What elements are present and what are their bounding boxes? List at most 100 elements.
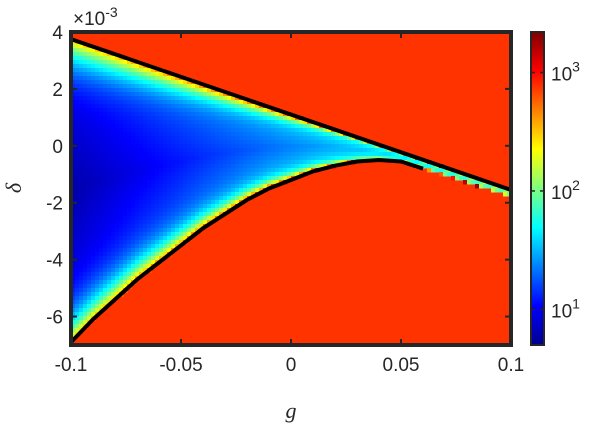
heatmap-cell bbox=[191, 96, 196, 101]
heatmap-cell bbox=[223, 168, 228, 173]
heatmap-cell bbox=[143, 72, 148, 77]
heatmap-cell bbox=[263, 176, 268, 181]
heatmap-cell bbox=[91, 260, 96, 265]
heatmap-cell bbox=[175, 200, 180, 205]
heatmap-cell bbox=[159, 76, 164, 81]
heatmap-cell bbox=[287, 144, 292, 149]
heatmap-cell bbox=[147, 148, 152, 153]
heatmap-cell bbox=[199, 196, 204, 201]
heatmap-cell bbox=[183, 192, 188, 197]
heatmap-cell bbox=[203, 112, 208, 117]
heatmap-cell bbox=[115, 128, 120, 133]
heatmap-cell bbox=[163, 80, 168, 85]
heatmap-cell bbox=[203, 116, 208, 121]
heatmap-cell bbox=[439, 168, 444, 173]
heatmap-cell bbox=[159, 72, 164, 77]
heatmap-cell bbox=[495, 188, 500, 193]
heatmap-cell bbox=[71, 288, 76, 293]
heatmap-cell bbox=[267, 148, 272, 153]
heatmap-cell bbox=[135, 112, 140, 117]
heatmap-cell bbox=[203, 100, 208, 105]
heatmap-cell bbox=[367, 144, 372, 149]
heatmap-cell bbox=[199, 152, 204, 157]
heatmap-cell bbox=[263, 120, 268, 125]
heatmap-cell bbox=[91, 160, 96, 165]
heatmap-cell bbox=[111, 176, 116, 181]
heatmap-cell bbox=[107, 116, 112, 121]
heatmap-cell bbox=[159, 240, 164, 245]
heatmap-cell bbox=[71, 152, 76, 157]
heatmap-cell bbox=[235, 176, 240, 181]
heatmap-cell bbox=[139, 72, 144, 77]
heatmap-cell bbox=[131, 152, 136, 157]
heatmap-cell bbox=[191, 140, 196, 145]
heatmap-cell bbox=[103, 148, 108, 153]
heatmap-cell bbox=[135, 64, 140, 69]
heatmap-cell bbox=[171, 144, 176, 149]
heatmap-cell bbox=[123, 252, 128, 257]
heatmap-cell bbox=[103, 300, 108, 305]
heatmap-cell bbox=[163, 204, 168, 209]
heatmap-cell bbox=[123, 228, 128, 233]
heatmap-cell bbox=[235, 100, 240, 105]
lower-boundary-line bbox=[71, 157, 424, 344]
heatmap-cell bbox=[119, 160, 124, 165]
heatmap-cell bbox=[159, 172, 164, 177]
heatmap-cell bbox=[115, 280, 120, 285]
heatmap-cell bbox=[179, 184, 184, 189]
heatmap-cell bbox=[219, 192, 224, 197]
heatmap-cell bbox=[143, 260, 148, 265]
heatmap-cell bbox=[83, 256, 88, 261]
colorbar-tick-label: 103 bbox=[551, 59, 580, 86]
heatmap-cell bbox=[171, 108, 176, 113]
heatmap-cell bbox=[235, 152, 240, 157]
heatmap-cell bbox=[215, 116, 220, 121]
heatmap-cell bbox=[127, 60, 132, 65]
heatmap-cell bbox=[139, 208, 144, 213]
heatmap-cell bbox=[311, 128, 316, 133]
heatmap-cell bbox=[331, 144, 336, 149]
heatmap-cell bbox=[343, 156, 348, 161]
heatmap-cell bbox=[175, 240, 180, 245]
heatmap-cell bbox=[127, 244, 132, 249]
heatmap-cell bbox=[159, 84, 164, 89]
heatmap-cell bbox=[91, 236, 96, 241]
heatmap-cell bbox=[75, 292, 80, 297]
heatmap-cell bbox=[203, 132, 208, 137]
heatmap-cell bbox=[151, 176, 156, 181]
heatmap-cell bbox=[83, 204, 88, 209]
heatmap-cell bbox=[211, 180, 216, 185]
heatmap-cell bbox=[123, 68, 128, 73]
heatmap-cell bbox=[111, 144, 116, 149]
heatmap-cell bbox=[175, 216, 180, 221]
heatmap-cell bbox=[199, 192, 204, 197]
heatmap-cell bbox=[163, 252, 168, 257]
heatmap-cell bbox=[99, 300, 104, 305]
heatmap-cell bbox=[255, 136, 260, 141]
heatmap-cell bbox=[155, 236, 160, 241]
heatmap-cell bbox=[243, 116, 248, 121]
heatmap-cell bbox=[155, 252, 160, 257]
heatmap-cell bbox=[147, 168, 152, 173]
heatmap-cell bbox=[199, 188, 204, 193]
heatmap-cell bbox=[331, 132, 336, 137]
heatmap-cell bbox=[79, 168, 84, 173]
heatmap-cell bbox=[215, 112, 220, 117]
heatmap-cell bbox=[139, 152, 144, 157]
heatmap-cell bbox=[139, 240, 144, 245]
heatmap-cell bbox=[83, 116, 88, 121]
heatmap-cell bbox=[159, 220, 164, 225]
heatmap-cell bbox=[87, 92, 92, 97]
heatmap-cell bbox=[171, 176, 176, 181]
heatmap-cell bbox=[303, 156, 308, 161]
heatmap-cell bbox=[75, 244, 80, 249]
heatmap-cell bbox=[155, 176, 160, 181]
heatmap-cell bbox=[151, 108, 156, 113]
heatmap-cell bbox=[95, 52, 100, 57]
heatmap-cell bbox=[291, 156, 296, 161]
heatmap-cell bbox=[235, 180, 240, 185]
heatmap-cell bbox=[127, 132, 132, 137]
heatmap-cell bbox=[107, 168, 112, 173]
heatmap-cell bbox=[107, 104, 112, 109]
heatmap-cell bbox=[115, 292, 120, 297]
